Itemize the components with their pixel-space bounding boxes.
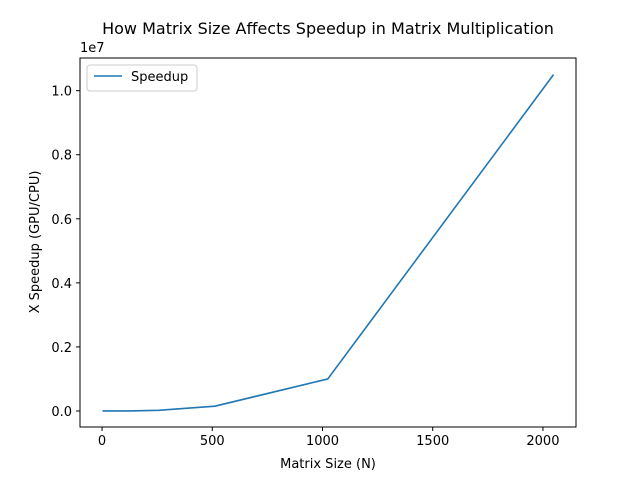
y-tick-label: 0.8	[51, 149, 72, 164]
x-tick-label: 2000	[526, 434, 559, 449]
y-tick-label: 1.0	[51, 85, 72, 100]
y-tick-label: 0.4	[51, 277, 72, 292]
x-tick-label: 0	[98, 434, 106, 449]
y-tick-label: 0.2	[51, 341, 72, 356]
y-axis-ticks: 0.0 0.2 0.4 0.6 0.8 1.0	[51, 85, 80, 420]
legend-box	[86, 64, 198, 92]
y-offset-label: 1e7	[80, 41, 105, 56]
x-axis-ticks: 0 500 1000 1500 2000	[98, 427, 559, 449]
legend-label-speedup: Speedup	[131, 70, 188, 85]
line-layer	[102, 74, 555, 412]
y-axis-label: X Speedup (GPU/CPU)	[28, 171, 43, 314]
legend: Speedup	[86, 64, 198, 92]
axes-frame	[79, 57, 577, 428]
plot-area	[79, 57, 577, 428]
x-tick-label: 1500	[416, 434, 449, 449]
x-axis-label: Matrix Size (N)	[280, 457, 376, 472]
series-line-speedup	[102, 74, 555, 412]
x-tick-label: 1000	[306, 434, 339, 449]
y-tick-label: 0.0	[51, 405, 72, 420]
y-tick-label: 0.6	[51, 213, 72, 228]
x-tick-label: 500	[200, 434, 225, 449]
chart-title: How Matrix Size Affects Speedup in Matri…	[102, 19, 554, 38]
